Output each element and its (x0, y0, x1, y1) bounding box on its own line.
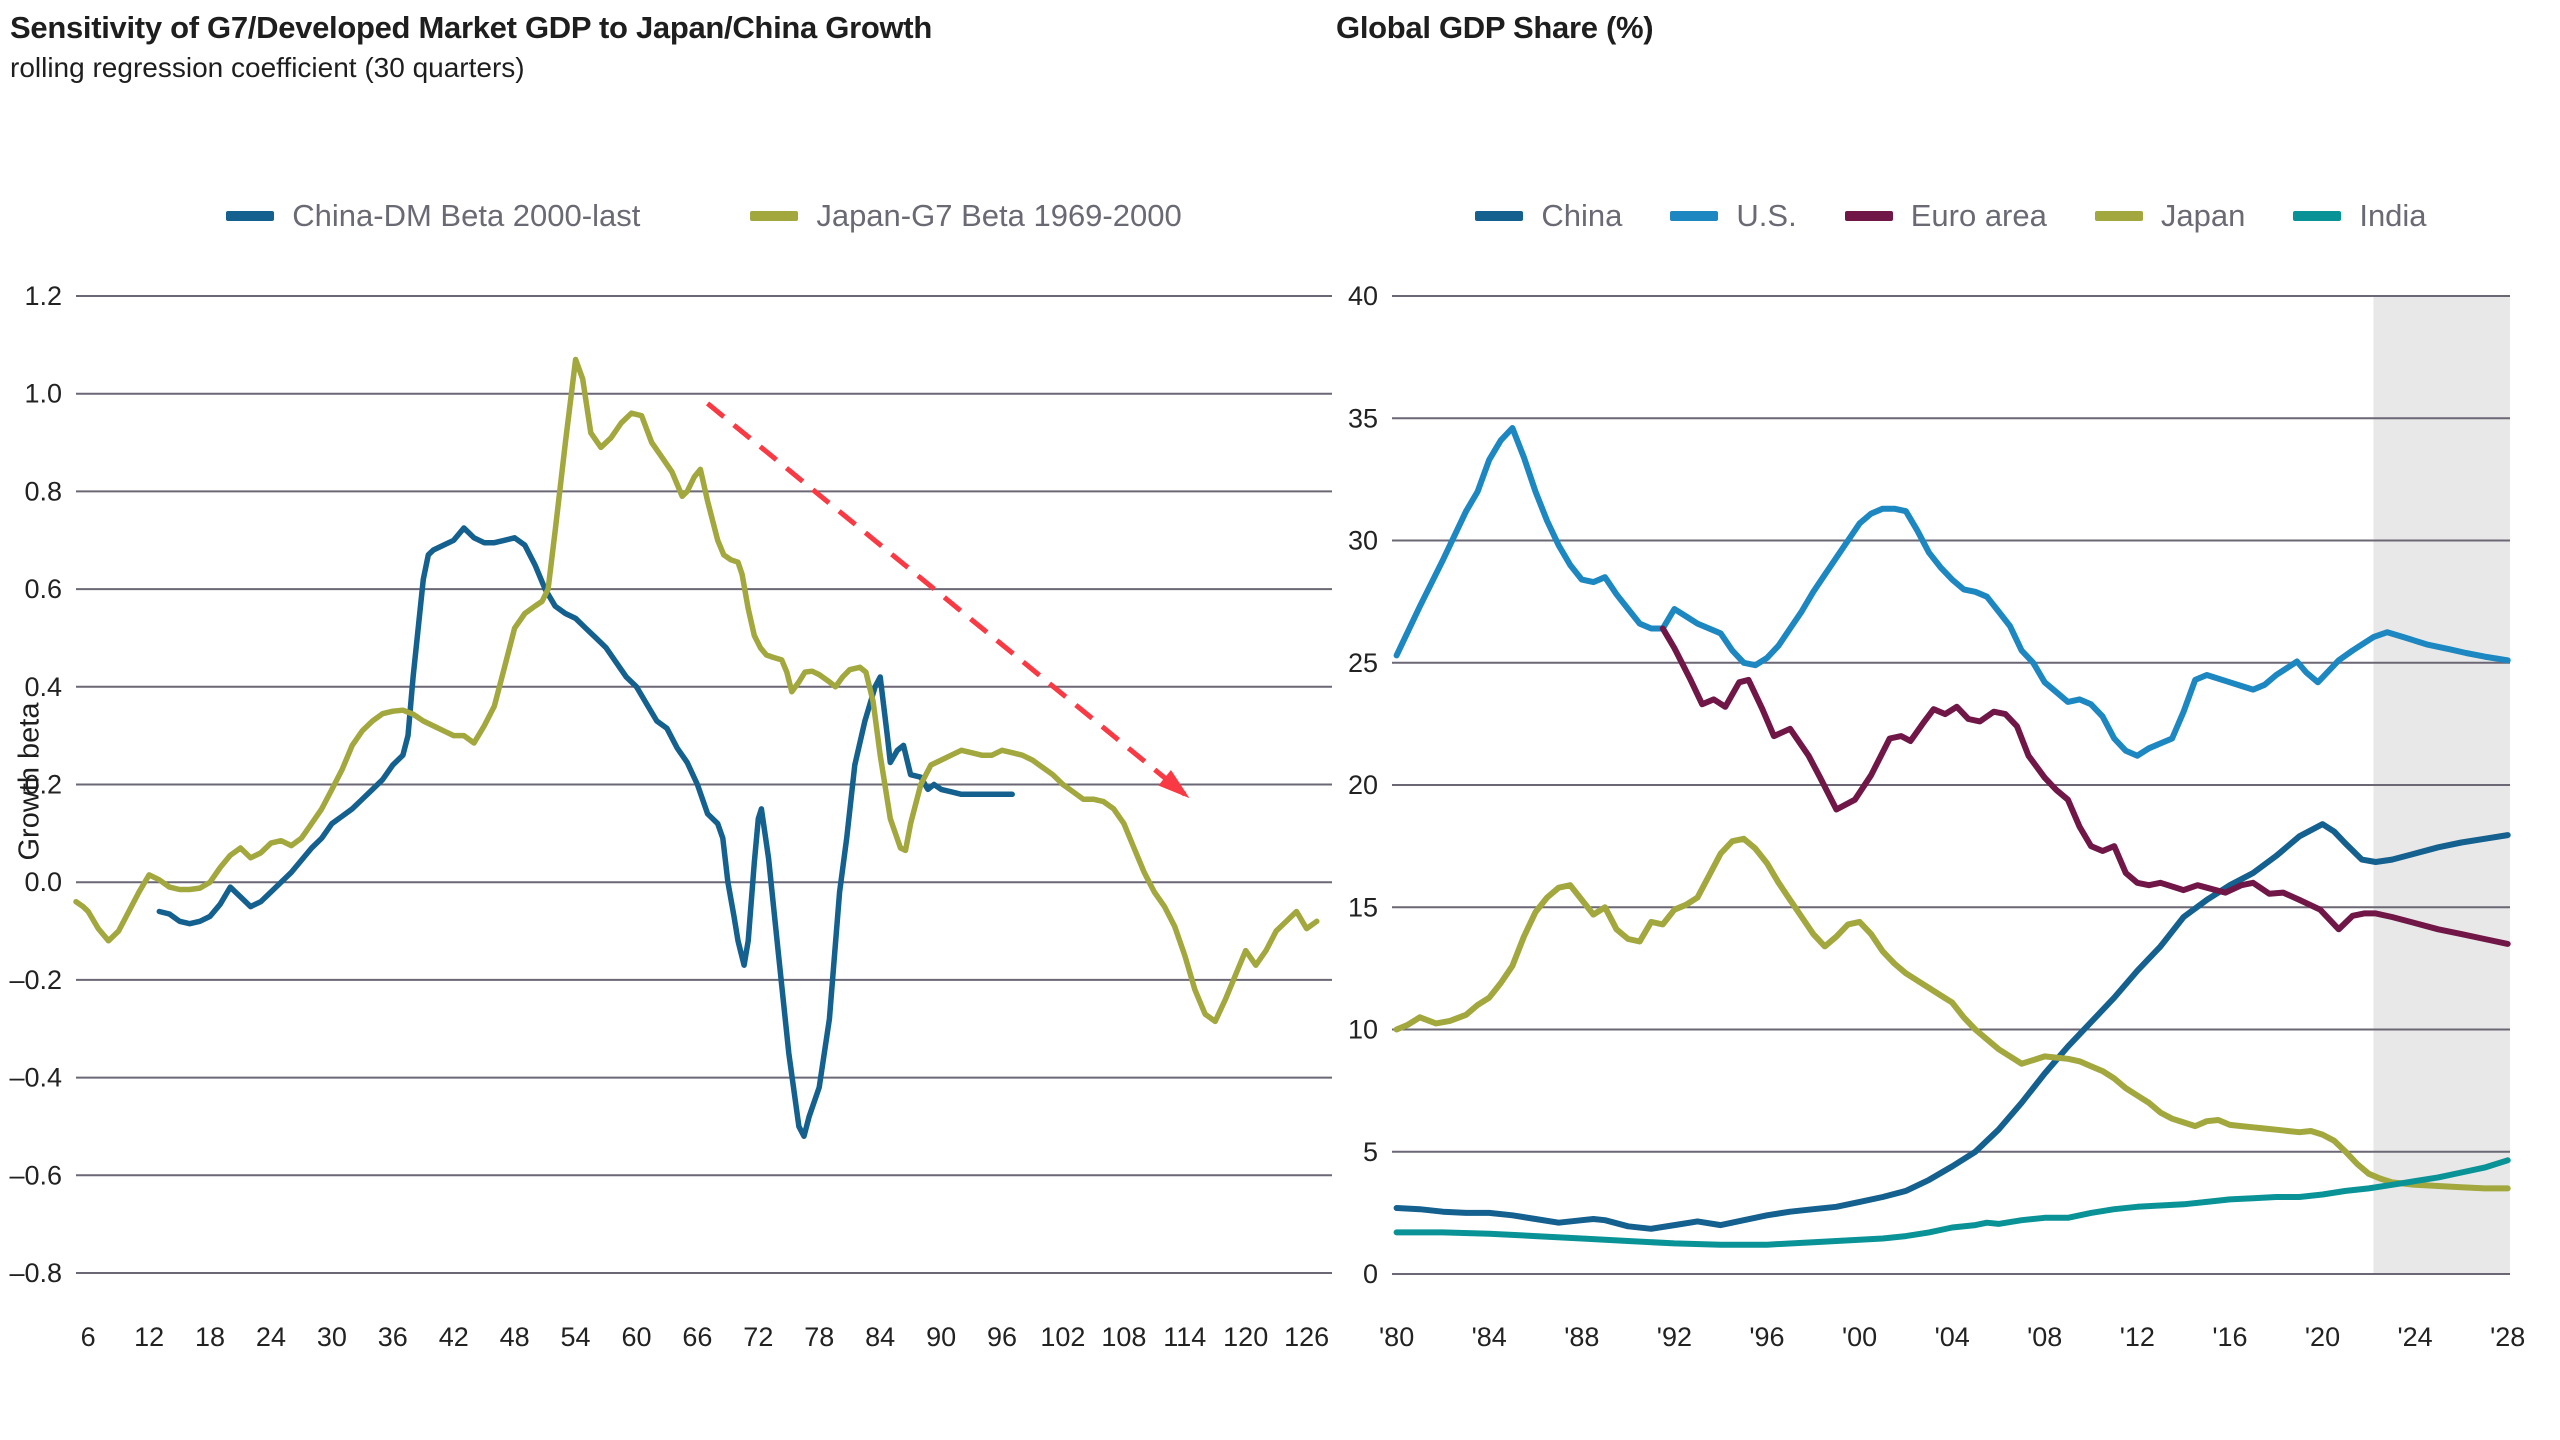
y-tick-label: 1.2 (24, 281, 62, 311)
series-line-china-dm-beta-2000-last (156, 525, 1015, 1139)
y-tick-label: –0.2 (9, 965, 62, 995)
legend-swatch-icon (2094, 211, 2143, 221)
y-tick-label: 0 (1363, 1259, 1378, 1289)
legend-swatch-icon (1844, 211, 1893, 221)
x-tick-label: '00 (1842, 1322, 1877, 1352)
legend-swatch-icon (1475, 211, 1524, 221)
legend-label: Japan-G7 Beta 1969-2000 (816, 198, 1182, 233)
y-tick-label: 0.8 (24, 476, 62, 506)
right-chart-legend: China U.S. Euro area Japan India (1392, 198, 2510, 234)
x-tick-label: '84 (1472, 1322, 1507, 1352)
y-tick-label: 30 (1348, 526, 1378, 556)
y-tick-label: 20 (1348, 770, 1378, 800)
y-tick-label: –0.6 (9, 1160, 62, 1190)
legend-label: China-DM Beta 2000-last (292, 198, 641, 233)
series-line-u-s- (1393, 425, 2511, 759)
y-tick-label: 40 (1348, 281, 1378, 311)
series-line-india (1393, 1157, 2511, 1248)
legend-item-japan-g7-beta-1969-2000: Japan-G7 Beta 1969-2000 (750, 198, 1182, 234)
x-tick-label: '92 (1657, 1322, 1692, 1352)
x-tick-label: 12 (134, 1322, 164, 1352)
y-tick-label: 35 (1348, 403, 1378, 433)
legend-swatch-icon (1670, 211, 1719, 221)
x-tick-label: '08 (2027, 1322, 2062, 1352)
left-chart-subtitle: rolling regression coefficient (30 quart… (10, 52, 525, 83)
x-tick-label: '20 (2305, 1322, 2340, 1352)
x-tick-label: 42 (439, 1322, 469, 1352)
legend-item-china-dm-beta-2000-last: China-DM Beta 2000-last (226, 198, 640, 234)
legend-label: China (1541, 198, 1623, 233)
trend-arrow (705, 401, 1187, 797)
legend-label: Japan (2160, 198, 2246, 233)
legend-swatch-icon (226, 211, 275, 221)
x-tick-label: '04 (1935, 1322, 1970, 1352)
legend-item-china: China (1475, 198, 1622, 234)
y-tick-label: 1.0 (24, 379, 62, 409)
x-tick-label: '24 (2398, 1322, 2433, 1352)
right-chart-title: Global GDP Share (%) (1336, 10, 1654, 45)
x-tick-label: 48 (500, 1322, 530, 1352)
y-tick-label: 0.2 (24, 770, 62, 800)
x-tick-label: 6 (81, 1322, 96, 1352)
y-tick-label: 0.4 (24, 672, 62, 702)
x-tick-label: '16 (2212, 1322, 2247, 1352)
y-tick-label: 0.0 (24, 867, 62, 897)
series-line-japan (1393, 835, 2511, 1192)
x-tick-label: 18 (195, 1322, 225, 1352)
x-tick-label: '12 (2120, 1322, 2155, 1352)
y-tick-label: 10 (1348, 1015, 1378, 1045)
legend-item-india: India (2293, 198, 2427, 234)
x-tick-label: '96 (1749, 1322, 1784, 1352)
left-chart-title: Sensitivity of G7/Developed Market GDP t… (10, 10, 932, 45)
left-chart-y-axis-title: Growth beta (13, 702, 46, 860)
x-tick-label: 24 (256, 1322, 286, 1352)
legend-label: U.S. (1736, 198, 1797, 233)
x-tick-label: 54 (561, 1322, 591, 1352)
x-tick-label: 60 (621, 1322, 651, 1352)
x-tick-label: 90 (926, 1322, 956, 1352)
y-tick-label: 5 (1363, 1137, 1378, 1167)
x-tick-label: 36 (378, 1322, 408, 1352)
y-tick-label: –0.4 (9, 1063, 62, 1093)
legend-item-u-s-: U.S. (1670, 198, 1797, 234)
y-tick-label: 25 (1348, 648, 1378, 678)
x-tick-label: 120 (1223, 1322, 1268, 1352)
x-tick-label: 78 (804, 1322, 834, 1352)
x-tick-label: '88 (1564, 1322, 1599, 1352)
series-line-china (1393, 821, 2511, 1232)
y-tick-label: 15 (1348, 892, 1378, 922)
legend-label: Euro area (1910, 198, 2047, 233)
x-tick-label: 114 (1163, 1322, 1206, 1352)
legend-swatch-icon (2293, 211, 2342, 221)
y-tick-label: –0.8 (9, 1258, 62, 1288)
x-tick-label: '80 (1379, 1322, 1414, 1352)
legend-item-japan: Japan (2094, 198, 2246, 234)
x-tick-label: 126 (1284, 1322, 1329, 1352)
trend-arrow-head (1158, 770, 1190, 799)
x-tick-label: 102 (1040, 1322, 1085, 1352)
legend-swatch-icon (750, 211, 799, 221)
series-line-japan-g7-beta-1969-2000 (73, 356, 1320, 1025)
series-line-euro-area (1659, 625, 2511, 947)
y-tick-label: 0.6 (24, 574, 62, 604)
left-chart-legend: China-DM Beta 2000-last Japan-G7 Beta 196… (76, 198, 1332, 234)
legend-item-euro-area: Euro area (1844, 198, 2047, 234)
x-tick-label: '28 (2490, 1322, 2525, 1352)
x-tick-label: 30 (317, 1322, 347, 1352)
x-tick-label: 96 (987, 1322, 1017, 1352)
legend-label: India (2359, 198, 2427, 233)
x-tick-label: 72 (743, 1322, 773, 1352)
x-tick-label: 108 (1101, 1322, 1146, 1352)
x-tick-label: 84 (865, 1322, 895, 1352)
x-tick-label: 66 (682, 1322, 712, 1352)
